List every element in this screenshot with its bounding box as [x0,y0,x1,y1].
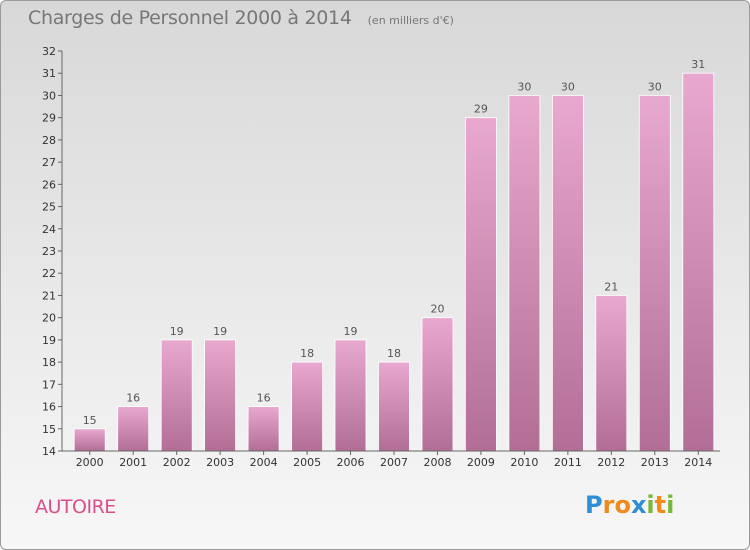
y-tick-label: 22 [42,267,56,280]
logo-letter: r [602,491,615,519]
y-tick-label: 24 [42,223,56,236]
x-tick-label: 2004 [250,456,278,469]
y-tick-label: 30 [42,89,56,102]
y-tick-label: 21 [42,289,56,302]
data-label: 18 [300,347,314,360]
x-tick-label: 2013 [641,456,669,469]
x-tick-label: 2005 [293,456,321,469]
data-label: 16 [126,392,140,405]
bar [73,428,106,452]
x-tick-label: 2012 [597,456,625,469]
y-tick-label: 28 [42,134,56,147]
proxiti-logo: Proxiti [585,491,674,519]
x-tick-label: 2011 [554,456,582,469]
y-tick-label: 16 [42,401,56,414]
y-tick-label: 20 [42,312,56,325]
x-tick-label: 2001 [119,456,147,469]
data-label: 21 [604,280,618,293]
bar [508,95,541,452]
y-tick-label: 27 [42,156,56,169]
logo-letter: x [630,491,647,519]
bar [552,95,584,452]
data-label: 30 [648,80,662,93]
data-label: 19 [170,325,184,338]
x-tick-label: 2006 [337,456,365,469]
y-tick-label: 31 [42,67,56,80]
x-tick-label: 2002 [163,456,191,469]
data-label: 18 [387,347,401,360]
logo-letter: P [585,491,603,519]
bar [117,406,150,452]
x-tick-label: 2007 [380,456,408,469]
bar [595,294,628,452]
bars-group: 15 16 19 19 16 18 19 18 20 29 30 30 21 30 31 [73,58,715,452]
bar [160,339,193,452]
bar [421,317,454,452]
y-tick-label: 18 [42,356,56,369]
title-row: Charges de Personnel 2000 à 2014 (en mill… [28,7,454,29]
x-tick-label: 2014 [684,456,712,469]
chart-subtitle: (en milliers d'€) [367,14,454,27]
y-tick-label: 23 [42,245,56,258]
data-label: 15 [83,414,97,427]
logo-letter: t [654,491,667,519]
axes-group: 2000 2001 2002 2003 2004 2005 2006 2007 2008 2009… [42,45,720,469]
data-label: 31 [691,58,705,71]
chart-title: Charges de Personnel 2000 à 2014 [28,7,352,29]
bar [378,361,410,452]
bar [334,339,367,452]
x-tick-label: 2009 [467,456,495,469]
data-label: 30 [561,80,575,93]
data-label: 20 [431,303,445,316]
data-label: 16 [257,392,271,405]
logo-letter: o [614,491,631,519]
x-tick-label: 2010 [510,456,538,469]
bar [464,117,497,452]
y-tick-label: 15 [42,423,56,436]
data-label: 19 [344,325,358,338]
commune-name: AUTOIRE [35,496,116,518]
y-tick-label: 29 [42,112,56,125]
y-tick-label: 19 [42,334,56,347]
bar [638,95,671,452]
y-tick-label: 17 [42,378,56,391]
x-tick-label: 2008 [424,456,452,469]
x-tick-label: 2000 [76,456,104,469]
bar [291,361,324,452]
y-tick-label: 32 [42,45,56,58]
y-tick-label: 14 [42,445,56,458]
y-tick-label: 26 [42,178,56,191]
data-label: 30 [517,80,531,93]
y-tick-label: 25 [42,201,56,214]
data-label: 19 [213,325,227,338]
bar [204,339,237,452]
logo-letter: i [646,491,655,519]
logo-letter: i [666,491,675,519]
x-tick-label: 2003 [206,456,234,469]
bar [682,72,715,452]
bar [247,406,280,452]
data-label: 29 [474,103,488,116]
